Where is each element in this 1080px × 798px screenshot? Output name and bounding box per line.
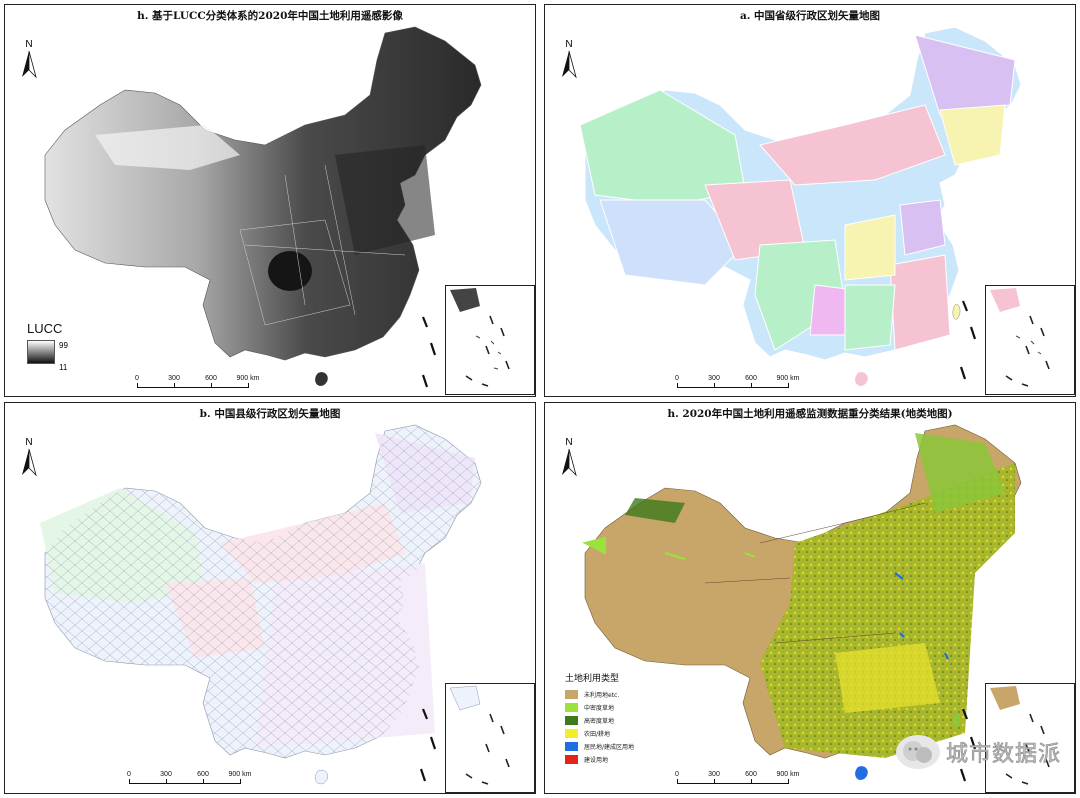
panel-lucc-image: h. 基于LUCC分类体系的2020年中国土地利用遥感影像 N LUCC 99 …: [4, 4, 536, 397]
legend-item: 高密度草地: [565, 714, 725, 727]
north-arrow: N: [17, 39, 41, 83]
watermark-text: 城市数据派: [945, 742, 1061, 768]
south-china-sea-inset: [445, 285, 535, 395]
legend-label: 中密度草地: [584, 705, 615, 712]
island-dashes: [315, 316, 437, 388]
china-map-provinces: [579, 26, 1022, 361]
panel-title: b. 中国县级行政区划矢量地图: [199, 408, 341, 420]
north-arrow: N: [17, 437, 41, 481]
scale-label: 300: [160, 771, 172, 778]
scale-bar: 0 300 600 900 km: [675, 375, 799, 396]
scale-label: 600: [197, 771, 209, 778]
scale-label: 900 km: [228, 771, 252, 778]
legend-swatch: [565, 729, 578, 738]
legend-item: 居民地/建成区用地: [565, 740, 725, 753]
wechat-icon: [895, 735, 940, 769]
scale-label: 900 km: [776, 771, 800, 778]
scale-label: 0: [675, 771, 679, 778]
lucc-min: 11: [59, 363, 68, 372]
scale-label: 0: [127, 771, 131, 778]
scale-label: 300: [708, 375, 720, 382]
panel-province-map: a. 中国省级行政区划矢量地图 N 0 300 600 900 km: [544, 4, 1076, 397]
north-arrow: N: [557, 39, 581, 83]
south-china-sea-inset: [985, 285, 1075, 395]
legend-swatch: [565, 703, 578, 712]
landuse-legend-title: 土地利用类型: [565, 674, 620, 684]
scale-label: 600: [745, 771, 757, 778]
legend-label: 未利用地etc.: [584, 692, 620, 699]
legend-item: 未利用地etc.: [565, 688, 725, 701]
panel-county-map: b. 中国县级行政区划矢量地图 N 0 300 600 900 km: [4, 402, 536, 794]
legend-item: 建设用地: [565, 753, 725, 766]
lucc-gradient: [27, 340, 55, 364]
south-china-sea-inset: [445, 683, 535, 793]
legend-swatch: [565, 716, 578, 725]
scale-label: 300: [168, 375, 180, 382]
north-label: N: [565, 437, 573, 448]
island-dashes: [855, 300, 977, 386]
lucc-legend: LUCC 99 11: [27, 321, 68, 372]
legend-label: 农田/耕地: [584, 731, 611, 738]
china-map-counties: [40, 424, 482, 759]
legend-item: 中密度草地: [565, 701, 725, 714]
scale-label: 900 km: [236, 375, 260, 382]
scale-label: 900 km: [776, 375, 800, 382]
legend-swatch: [565, 690, 578, 699]
panel-title: h. 2020年中国土地利用遥感监测数据重分类结果(地类地图): [667, 408, 953, 420]
panel-landuse-map: h. 2020年中国土地利用遥感监测数据重分类结果(地类地图) N 土地利用类型…: [544, 402, 1076, 794]
north-label: N: [25, 39, 33, 50]
scale-bar: 0 300 600 900 km: [127, 771, 251, 793]
scale-label: 300: [708, 771, 720, 778]
landuse-legend: 土地利用类型 未利用地etc. 中密度草地高密度草地农田/耕地居民地/建成区用地建…: [565, 671, 725, 766]
panel-title: a. 中国省级行政区划矢量地图: [739, 10, 881, 22]
china-map-landuse: [582, 424, 1022, 759]
legend-swatch: [565, 742, 578, 751]
scale-bar: 0 300 600 900 km: [135, 375, 259, 396]
lucc-legend-title: LUCC: [27, 321, 63, 336]
scale-label: 0: [135, 375, 139, 382]
scale-label: 600: [745, 375, 757, 382]
lucc-max: 99: [59, 341, 68, 350]
legend-label: 建设用地: [584, 757, 609, 764]
legend-label: 居民地/建成区用地: [584, 744, 635, 751]
island-dashes: [855, 708, 977, 782]
south-china-sea-inset: [985, 683, 1075, 793]
north-label: N: [565, 39, 573, 50]
legend-item: 农田/耕地: [565, 727, 725, 740]
watermark: 城市数据派: [895, 735, 1061, 769]
north-arrow: N: [557, 437, 581, 481]
scale-bar: 0 300 600 900 km: [675, 771, 799, 793]
island-dashes: [314, 708, 437, 785]
north-label: N: [25, 437, 33, 448]
scale-label: 600: [205, 375, 217, 382]
scale-label: 0: [675, 375, 679, 382]
legend-swatch: [565, 755, 578, 764]
legend-label: 高密度草地: [584, 718, 615, 725]
china-map-grayscale: [44, 26, 482, 361]
panel-title: h. 基于LUCC分类体系的2020年中国土地利用遥感影像: [137, 10, 403, 22]
